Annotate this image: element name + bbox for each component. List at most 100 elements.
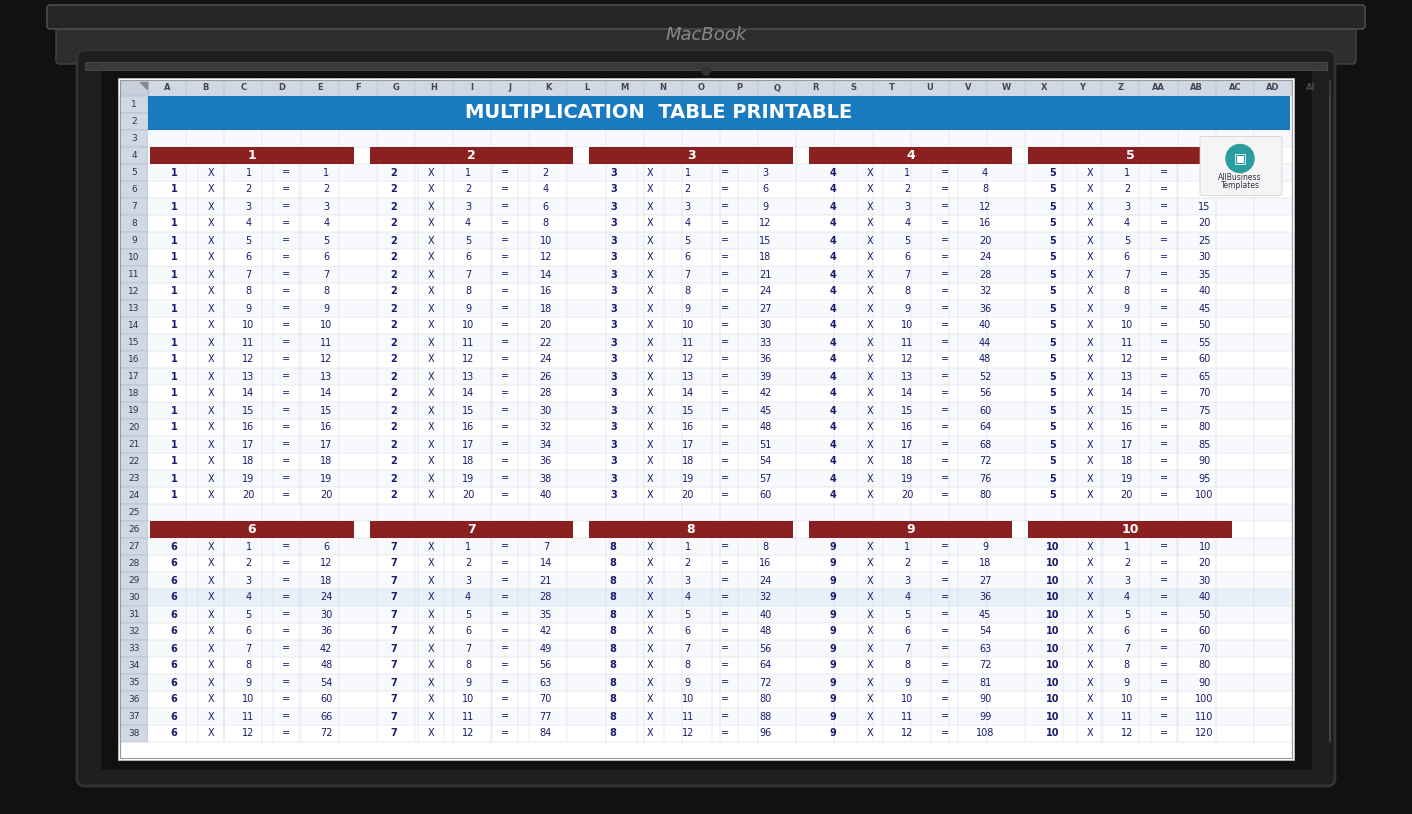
Text: 85: 85 (1199, 440, 1211, 449)
Text: 20: 20 (1199, 558, 1211, 568)
Text: 20: 20 (682, 491, 693, 501)
Text: =: = (940, 371, 949, 382)
Bar (148, 504, 1292, 521)
Text: 8: 8 (610, 558, 617, 568)
Text: X: X (1086, 355, 1093, 365)
Bar (148, 181, 1292, 198)
Text: X: X (867, 168, 874, 177)
Text: =: = (940, 660, 949, 671)
Bar (120, 521, 148, 538)
Bar (120, 436, 148, 453)
Text: 2: 2 (390, 185, 397, 195)
Text: 40: 40 (760, 610, 771, 619)
Text: 54: 54 (760, 457, 771, 466)
Text: X: X (428, 575, 435, 585)
Text: 2: 2 (390, 457, 397, 466)
Bar (120, 147, 148, 164)
Text: 1: 1 (685, 168, 690, 177)
Text: =: = (1161, 593, 1168, 602)
Text: 3: 3 (246, 575, 251, 585)
Text: =: = (1161, 677, 1168, 688)
Text: 17: 17 (1121, 440, 1132, 449)
Text: 1: 1 (171, 422, 178, 432)
Text: 2: 2 (904, 185, 911, 195)
Text: 5: 5 (1049, 202, 1056, 212)
Bar (150, 147, 353, 164)
Text: 28: 28 (128, 559, 140, 568)
Bar (370, 521, 573, 538)
Text: 70: 70 (539, 694, 552, 704)
Text: 18: 18 (760, 252, 771, 262)
Text: =: = (501, 627, 510, 637)
Text: 4: 4 (1124, 593, 1130, 602)
Text: X: X (867, 457, 874, 466)
Text: 45: 45 (1199, 304, 1211, 313)
Text: 20: 20 (128, 423, 140, 432)
Text: =: = (1161, 218, 1168, 229)
Text: 3: 3 (610, 405, 617, 415)
Text: 11: 11 (901, 711, 914, 721)
Text: =: = (501, 269, 510, 279)
Text: 5: 5 (1124, 235, 1130, 246)
Text: 10: 10 (1046, 694, 1059, 704)
Text: 34: 34 (539, 440, 552, 449)
Text: 9: 9 (829, 541, 836, 552)
Text: 3: 3 (904, 575, 911, 585)
Text: 1: 1 (171, 218, 178, 229)
Text: =: = (722, 405, 729, 415)
Text: 72: 72 (979, 457, 991, 466)
Text: 5: 5 (904, 610, 911, 619)
Text: =: = (940, 422, 949, 432)
Text: Templates: Templates (1220, 181, 1260, 190)
Text: 60: 60 (321, 694, 332, 704)
Text: =: = (501, 440, 510, 449)
Text: 13: 13 (901, 371, 914, 382)
Text: 2: 2 (390, 168, 397, 177)
Text: X: X (428, 729, 435, 738)
Text: 10: 10 (1046, 575, 1059, 585)
Text: 96: 96 (760, 729, 771, 738)
Text: 34: 34 (128, 661, 140, 670)
Text: 4: 4 (829, 185, 836, 195)
Text: 6: 6 (171, 677, 178, 688)
Text: 18: 18 (979, 558, 991, 568)
Text: =: = (281, 677, 289, 688)
Text: =: = (1161, 474, 1168, 484)
Text: X: X (647, 405, 654, 415)
Text: 1: 1 (171, 338, 178, 348)
Text: =: = (281, 711, 289, 721)
Text: 16: 16 (462, 422, 474, 432)
Bar (120, 80, 1292, 96)
Bar (148, 215, 1292, 232)
Text: X: X (647, 694, 654, 704)
Text: 10: 10 (462, 694, 474, 704)
Text: =: = (281, 422, 289, 432)
Text: 7: 7 (465, 269, 472, 279)
Text: 7: 7 (1124, 644, 1130, 654)
Text: 19: 19 (462, 474, 474, 484)
Text: 4: 4 (1124, 218, 1130, 229)
Text: 45: 45 (760, 405, 771, 415)
Text: 1: 1 (171, 235, 178, 246)
Text: 19: 19 (1121, 474, 1132, 484)
Text: 24: 24 (760, 575, 771, 585)
Text: 3: 3 (610, 287, 617, 296)
Text: 10: 10 (1121, 694, 1132, 704)
Text: 1: 1 (465, 168, 472, 177)
Bar (148, 521, 1292, 538)
Text: =: = (722, 218, 729, 229)
Text: Y: Y (1079, 84, 1086, 93)
Text: 4: 4 (131, 151, 137, 160)
Text: 4: 4 (907, 149, 915, 162)
Text: 5: 5 (1049, 338, 1056, 348)
Text: X: X (208, 371, 215, 382)
Text: 1: 1 (247, 149, 256, 162)
FancyBboxPatch shape (78, 50, 1334, 786)
Text: 1: 1 (904, 541, 911, 552)
Text: =: = (1161, 355, 1168, 365)
Text: =: = (722, 541, 729, 552)
Text: 8: 8 (246, 660, 251, 671)
Text: X: X (1086, 575, 1093, 585)
Text: 3: 3 (610, 321, 617, 330)
Text: =: = (940, 218, 949, 229)
